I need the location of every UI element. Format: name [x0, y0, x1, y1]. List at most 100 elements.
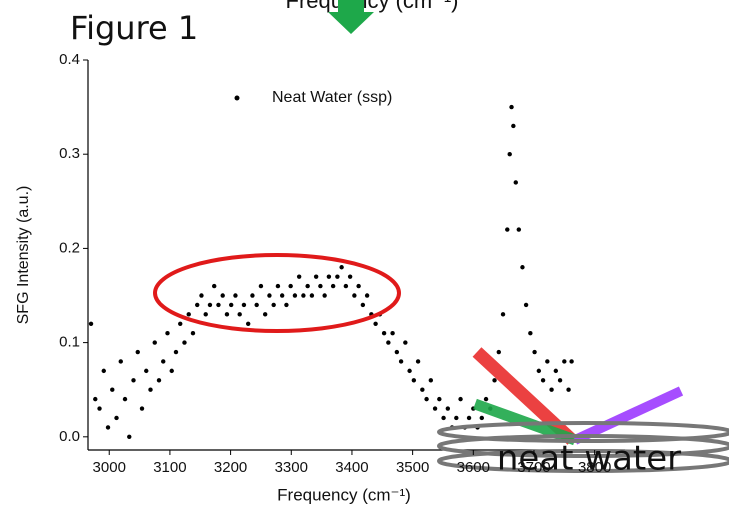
- point: [411, 378, 417, 383]
- point: [313, 274, 319, 279]
- point: [203, 312, 208, 317]
- point: [173, 349, 179, 355]
- point: [241, 302, 247, 308]
- point: [343, 283, 349, 289]
- point: [347, 274, 353, 279]
- figure-title: Figure 1: [70, 9, 198, 47]
- annotation: neat water: [497, 439, 681, 479]
- point: [212, 283, 217, 289]
- point: [496, 349, 501, 355]
- x-tick-label: 3100: [153, 459, 186, 476]
- point: [190, 330, 196, 336]
- point: [373, 321, 378, 326]
- point: [258, 283, 264, 289]
- point: [352, 293, 357, 298]
- point: [364, 293, 370, 298]
- point: [505, 227, 510, 232]
- point: [454, 415, 459, 421]
- point: [492, 378, 497, 383]
- point: [233, 293, 238, 298]
- y-tick-label: 0.2: [59, 239, 80, 256]
- overlay: neat water: [153, 253, 729, 479]
- point: [224, 312, 230, 317]
- point: [110, 387, 115, 392]
- point: [553, 368, 559, 374]
- point: [540, 378, 546, 383]
- point: [532, 349, 537, 355]
- point: [161, 359, 166, 364]
- point: [403, 340, 408, 345]
- point: [339, 265, 344, 270]
- point: [131, 378, 136, 383]
- point: [511, 123, 516, 129]
- point: [513, 180, 518, 185]
- x-tick-label: 3700: [517, 459, 550, 476]
- surface-ring: [437, 449, 729, 473]
- point: [105, 425, 111, 430]
- point: [390, 330, 395, 336]
- point: [330, 283, 336, 289]
- point: [301, 293, 306, 298]
- point: [152, 340, 157, 345]
- point: [122, 396, 128, 402]
- point: [441, 415, 446, 421]
- y-tick-label: 0.3: [59, 145, 80, 162]
- surface-ring: [437, 434, 729, 458]
- point: [562, 359, 567, 364]
- point: [322, 293, 327, 298]
- beam-red: [472, 347, 577, 445]
- point: [415, 359, 421, 364]
- point: [101, 368, 106, 374]
- point: [139, 406, 145, 411]
- point: [428, 378, 434, 383]
- point: [296, 274, 302, 279]
- x-axis-label: Frequency (cm⁻¹): [277, 485, 411, 504]
- point: [536, 368, 542, 374]
- point: [318, 283, 323, 289]
- legend-marker: [234, 95, 240, 101]
- x-tick-label: 3300: [275, 459, 308, 476]
- y-tick-label: 0.0: [59, 428, 80, 445]
- point: [207, 302, 213, 308]
- point: [386, 340, 391, 345]
- point: [144, 368, 149, 374]
- point: [523, 302, 529, 308]
- header-text: Frequency (cm⁻¹): [286, 0, 459, 13]
- point: [528, 330, 533, 336]
- point: [557, 378, 563, 383]
- point: [156, 378, 162, 383]
- point: [254, 302, 259, 308]
- point: [458, 396, 463, 402]
- x-tick-label: 3800: [578, 459, 611, 476]
- point: [500, 312, 506, 317]
- point: [516, 227, 522, 232]
- point: [250, 293, 255, 298]
- point: [127, 434, 132, 440]
- point: [279, 293, 285, 298]
- point: [118, 359, 123, 364]
- point: [292, 293, 298, 298]
- point: [424, 396, 429, 402]
- point: [509, 104, 514, 110]
- point: [305, 283, 310, 289]
- point: [195, 302, 200, 308]
- point: [407, 368, 412, 374]
- point: [220, 293, 225, 298]
- point: [520, 265, 525, 270]
- point: [114, 415, 119, 421]
- point: [326, 274, 332, 279]
- point: [479, 415, 484, 421]
- point: [483, 396, 489, 402]
- point: [216, 302, 221, 308]
- point: [262, 312, 268, 317]
- arrow: [328, 0, 374, 34]
- point: [356, 283, 361, 289]
- point: [135, 349, 140, 355]
- point: [381, 330, 387, 336]
- point: [229, 302, 234, 308]
- point: [148, 387, 153, 392]
- point: [182, 340, 187, 345]
- highlight-ellipse: [153, 253, 401, 333]
- point: [237, 312, 242, 317]
- marks: [88, 104, 574, 440]
